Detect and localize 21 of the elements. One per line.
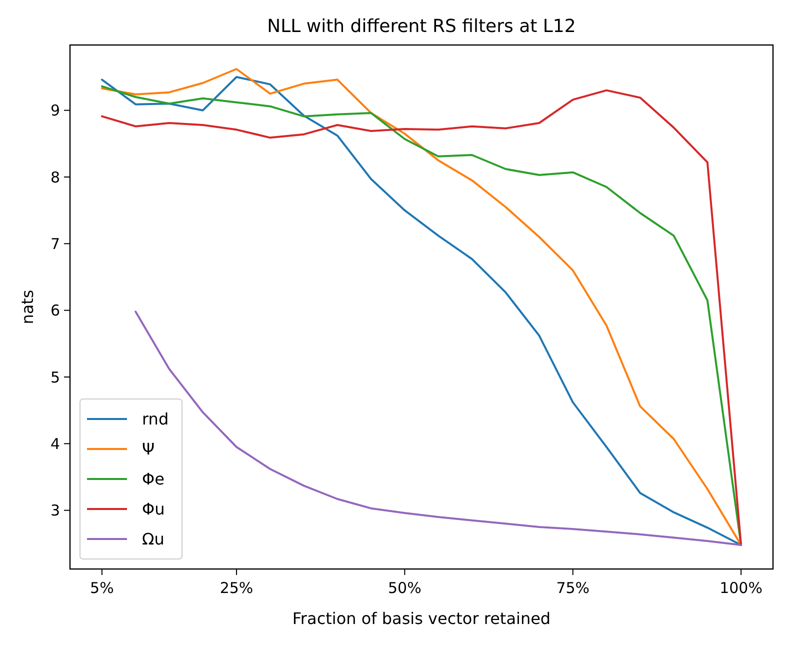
y-tick-label: 3 [50, 502, 60, 520]
y-axis-title: nats [18, 290, 37, 324]
chart-title: NLL with different RS filters at L12 [267, 16, 576, 37]
legend-label: Ωu [142, 530, 164, 549]
y-tick-label: 8 [50, 168, 60, 186]
line-series [134, 310, 742, 546]
y-tick-label: 5 [50, 368, 60, 386]
x-tick-label: 100% [720, 579, 762, 597]
x-tick-label: 5% [90, 579, 114, 597]
y-tick-label: 6 [50, 302, 60, 320]
y-tick-label: 9 [50, 102, 60, 120]
y-tick-label: 7 [50, 234, 60, 253]
y-tick-label: 4 [50, 434, 60, 453]
legend-label: rnd [142, 410, 169, 429]
x-tick-label: 25% [220, 579, 254, 597]
x-tick-label: 50% [388, 579, 422, 597]
x-tick-label: 75% [556, 579, 590, 597]
x-axis-title: Fraction of basis vector retained [292, 609, 551, 628]
legend-label: Φe [142, 470, 164, 489]
legend-label: Φu [142, 500, 165, 519]
legend-label: Ψ [142, 440, 155, 459]
